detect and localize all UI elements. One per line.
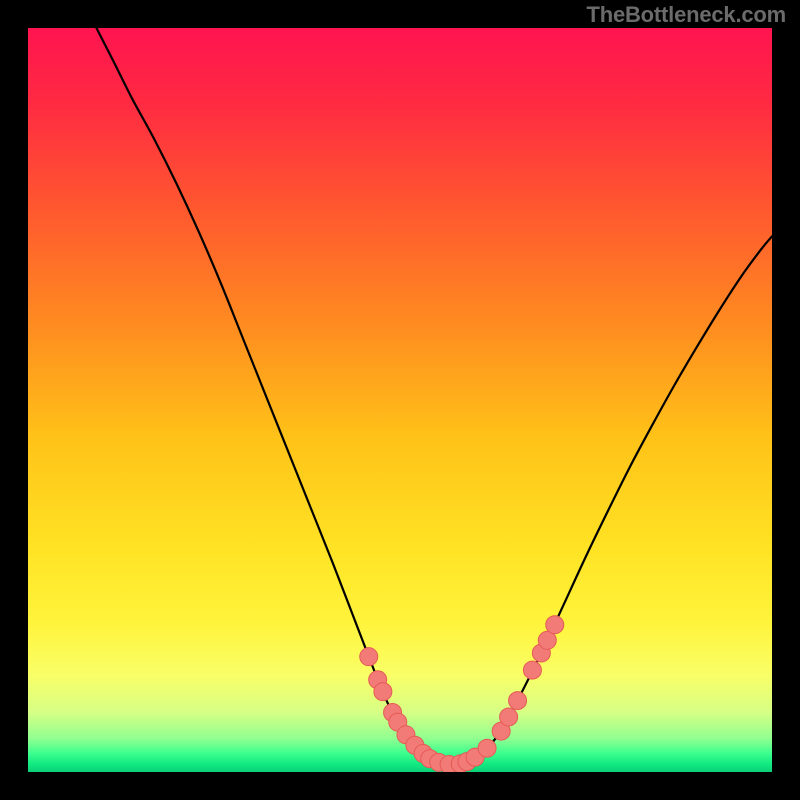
data-marker <box>360 648 378 666</box>
bottleneck-curve-chart <box>28 28 772 772</box>
data-marker <box>546 616 564 634</box>
plot-area <box>28 28 772 772</box>
watermark-text: TheBottleneck.com <box>586 2 786 28</box>
data-marker <box>478 739 496 757</box>
data-marker <box>374 683 392 701</box>
data-marker <box>523 661 541 679</box>
data-marker <box>500 708 518 726</box>
data-marker <box>509 692 527 710</box>
gradient-background <box>28 28 772 772</box>
